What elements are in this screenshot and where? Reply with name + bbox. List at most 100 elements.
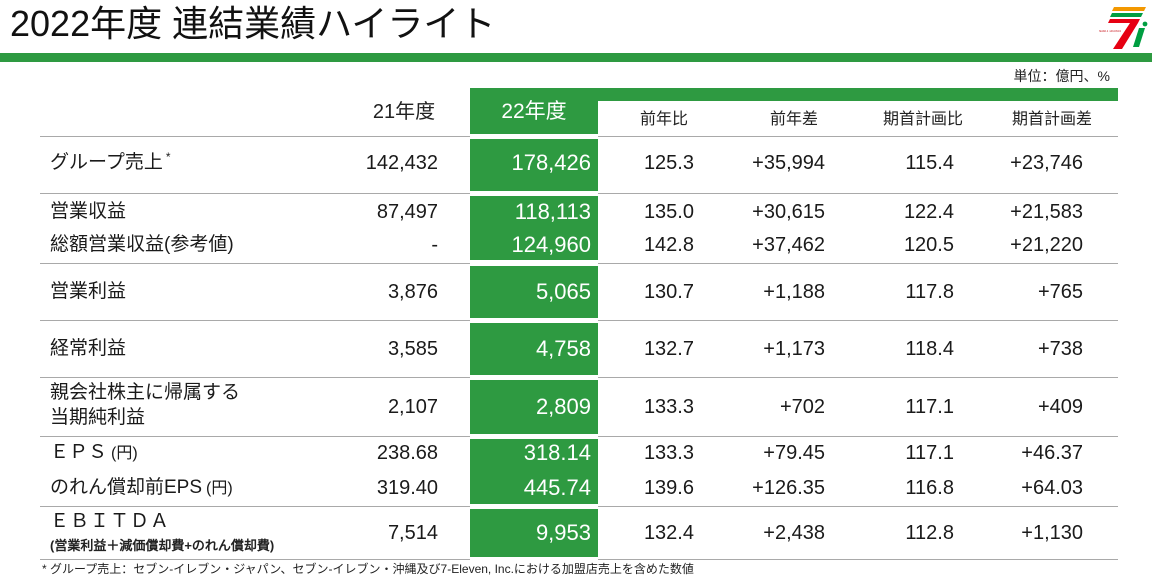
cell-plan-diff: +23,746 bbox=[1010, 152, 1083, 174]
fy22-highlight-cell bbox=[470, 266, 598, 318]
row-label: 総額営業収益(参考値) bbox=[50, 234, 234, 255]
seven-and-i-logo-icon: SEVEN & i HOLDINGS bbox=[1099, 7, 1148, 49]
cell-fy21: 7,514 bbox=[387, 522, 438, 544]
cell-yoy-diff: +702 bbox=[779, 396, 825, 418]
cell-fy21: 87,497 bbox=[376, 201, 438, 223]
cell-fy21: 3,585 bbox=[387, 338, 438, 360]
cell-yoy-ratio: 142.8 bbox=[643, 234, 694, 256]
row-label-text: ＥＰＳ bbox=[50, 442, 108, 463]
header-fy21: 21年度 bbox=[372, 101, 436, 123]
header-plan-ratio: 期首計画比 bbox=[882, 111, 963, 128]
header-fy22: 22年度 bbox=[501, 100, 567, 123]
cell-fy21: 2,107 bbox=[387, 396, 438, 418]
cell-yoy-diff: +37,462 bbox=[752, 234, 825, 256]
fy22-highlight-cell bbox=[470, 380, 598, 434]
cell-plan-diff: +765 bbox=[1037, 281, 1083, 303]
cell-fy21: 319.40 bbox=[376, 477, 438, 499]
row-divider bbox=[598, 377, 1118, 378]
cell-fy22: 124,960 bbox=[511, 232, 591, 257]
cell-plan-diff: +409 bbox=[1037, 396, 1083, 418]
row-label-text: のれん償却前EPS bbox=[50, 477, 203, 498]
cell-plan-diff: +46.37 bbox=[1021, 442, 1083, 464]
cell-plan-diff: +1,130 bbox=[1021, 522, 1083, 544]
logo-seven-stem bbox=[1113, 23, 1138, 49]
cell-plan-diff: +738 bbox=[1037, 338, 1083, 360]
table-row: ＥＢＩＴＤＡ (営業利益＋減価償却費+のれん償却費) 7,514 9,953 1… bbox=[0, 511, 1152, 553]
row-divider bbox=[598, 559, 1118, 560]
table-row: 営業利益 3,876 5,065 130.7 +1,188 117.8 +765 bbox=[0, 277, 1152, 307]
row-label: グループ売上 * bbox=[50, 148, 320, 178]
row-divider bbox=[40, 320, 470, 321]
cell-plan-ratio: 116.8 bbox=[905, 477, 954, 499]
page-title: 2022年度 連結業績ハイライト bbox=[10, 3, 496, 44]
cell-fy21: 142,432 bbox=[365, 152, 438, 174]
cell-fy22: 445.74 bbox=[523, 475, 591, 500]
cell-fy22: 2,809 bbox=[535, 394, 591, 419]
cell-plan-ratio: 118.4 bbox=[905, 338, 954, 360]
unit-label: 単位：億円、% bbox=[1013, 68, 1110, 84]
cell-fy22: 4,758 bbox=[535, 336, 591, 361]
cell-plan-ratio: 117.1 bbox=[905, 396, 954, 418]
cell-yoy-ratio: 132.7 bbox=[643, 338, 694, 360]
cell-fy21: 3,876 bbox=[387, 281, 438, 303]
row-label: 経常利益 bbox=[50, 338, 127, 359]
cell-yoy-diff: +1,188 bbox=[763, 281, 825, 303]
row-divider bbox=[40, 263, 470, 264]
cell-yoy-diff: +30,615 bbox=[752, 201, 825, 223]
cell-plan-ratio: 117.8 bbox=[905, 281, 954, 303]
cell-fy21: 238.68 bbox=[376, 442, 438, 464]
row-label-unit: (円) bbox=[206, 480, 233, 497]
cell-yoy-ratio: 132.4 bbox=[643, 522, 694, 544]
fy22-highlight-cell bbox=[470, 88, 598, 134]
fy22-highlight-cell bbox=[470, 196, 598, 260]
cell-yoy-diff: +2,438 bbox=[763, 522, 825, 544]
cell-fy21: - bbox=[431, 234, 438, 256]
table-row: 総額営業収益(参考値) - 124,960 142.8 +37,462 120.… bbox=[0, 230, 1152, 260]
row-label: 親会社株主に帰属する 当期純利益 bbox=[50, 380, 320, 430]
table-row: 経常利益 3,585 4,758 132.7 +1,173 118.4 +738 bbox=[0, 334, 1152, 364]
logo-i-stem bbox=[1133, 28, 1145, 47]
row-divider bbox=[598, 193, 1118, 194]
cell-yoy-ratio: 130.7 bbox=[643, 281, 694, 303]
cell-yoy-ratio: 135.0 bbox=[643, 201, 694, 223]
row-label: ＥＢＩＴＤＡ bbox=[50, 511, 171, 532]
cell-yoy-diff: +35,994 bbox=[752, 152, 825, 174]
header-yoy-ratio: 前年比 bbox=[639, 111, 688, 128]
row-divider bbox=[40, 136, 470, 137]
header-yoy-diff: 前年差 bbox=[769, 111, 818, 128]
table-row: ＥＰＳ (円) 238.68 318.14 133.3 +79.45 117.1 … bbox=[0, 438, 1152, 468]
logo-stripe-green bbox=[1110, 13, 1143, 17]
cell-fy22: 5,065 bbox=[535, 279, 591, 304]
cell-plan-ratio: 120.5 bbox=[903, 234, 954, 256]
row-label-line1: 親会社株主に帰属する bbox=[50, 382, 241, 403]
cell-plan-ratio: 115.4 bbox=[905, 152, 954, 174]
logo-text: SEVEN & i HOLDINGS bbox=[1099, 29, 1121, 33]
row-divider bbox=[40, 193, 470, 194]
row-divider bbox=[598, 320, 1118, 321]
row-divider bbox=[40, 436, 470, 437]
cell-fy22: 318.14 bbox=[523, 440, 591, 465]
row-label: のれん償却前EPS (円) bbox=[50, 473, 320, 503]
cell-yoy-ratio: 125.3 bbox=[643, 152, 694, 174]
cell-yoy-ratio: 133.3 bbox=[643, 396, 694, 418]
cell-plan-ratio: 112.8 bbox=[905, 522, 954, 544]
row-divider bbox=[598, 436, 1118, 437]
row-divider bbox=[40, 377, 470, 378]
footnote: * グループ売上：セブン-イレブン・ジャパン、セブン-イレブン・沖縄及び7-El… bbox=[42, 562, 694, 576]
cell-fy22: 118,113 bbox=[514, 199, 591, 224]
header-accent-band bbox=[598, 88, 1118, 101]
cell-yoy-diff: +79.45 bbox=[763, 442, 825, 464]
cell-plan-diff: +21,220 bbox=[1010, 234, 1083, 256]
cell-yoy-diff: +126.35 bbox=[752, 477, 825, 499]
row-label: 営業収益 bbox=[50, 201, 127, 222]
logo-stripe-orange bbox=[1112, 7, 1146, 11]
title-underline-bar bbox=[0, 53, 1152, 62]
cell-fy22: 178,426 bbox=[511, 150, 591, 175]
row-label-unit: (円) bbox=[111, 445, 138, 462]
row-label-line2: 当期純利益 bbox=[50, 407, 146, 428]
cell-plan-diff: +21,583 bbox=[1010, 201, 1083, 223]
row-label-text: グループ売上 bbox=[50, 152, 163, 173]
table-row: グループ売上 * 142,432 178,426 125.3 +35,994 11… bbox=[0, 148, 1152, 178]
row-divider bbox=[598, 263, 1118, 264]
